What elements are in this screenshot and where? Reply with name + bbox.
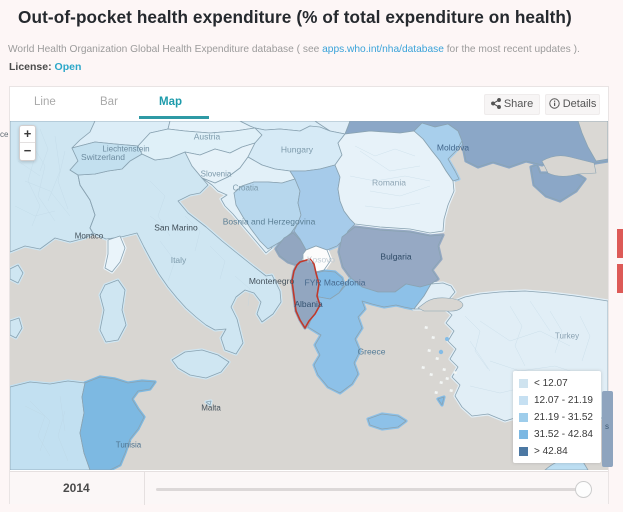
svg-text:Moldova: Moldova: [437, 143, 469, 153]
svg-text:Greece: Greece: [358, 347, 386, 357]
svg-text:Turkey: Turkey: [555, 332, 579, 341]
svg-text:Romania: Romania: [372, 178, 406, 188]
svg-text:Hungary: Hungary: [281, 145, 314, 155]
svg-text:FYR Macedonia: FYR Macedonia: [305, 278, 366, 288]
svg-text:Croatia: Croatia: [233, 184, 259, 193]
svg-text:Tunisia: Tunisia: [116, 441, 142, 450]
svg-text:Montenegro: Montenegro: [249, 276, 295, 286]
svg-text:Switzerland: Switzerland: [81, 152, 125, 162]
svg-text:Monaco: Monaco: [75, 232, 104, 241]
svg-text:Malta: Malta: [201, 404, 221, 413]
svg-text:Slovenia: Slovenia: [201, 170, 232, 179]
svg-text:Austria: Austria: [194, 132, 221, 142]
svg-text:Bulgaria: Bulgaria: [380, 252, 411, 262]
svg-text:Kosovo: Kosovo: [307, 255, 336, 265]
svg-text:San Marino: San Marino: [154, 223, 198, 233]
svg-text:Albania: Albania: [294, 299, 323, 309]
svg-text:Bosnia and Herzegovina: Bosnia and Herzegovina: [223, 217, 316, 227]
svg-text:Italy: Italy: [171, 255, 187, 265]
svg-text:Liechtenstein: Liechtenstein: [102, 145, 149, 154]
